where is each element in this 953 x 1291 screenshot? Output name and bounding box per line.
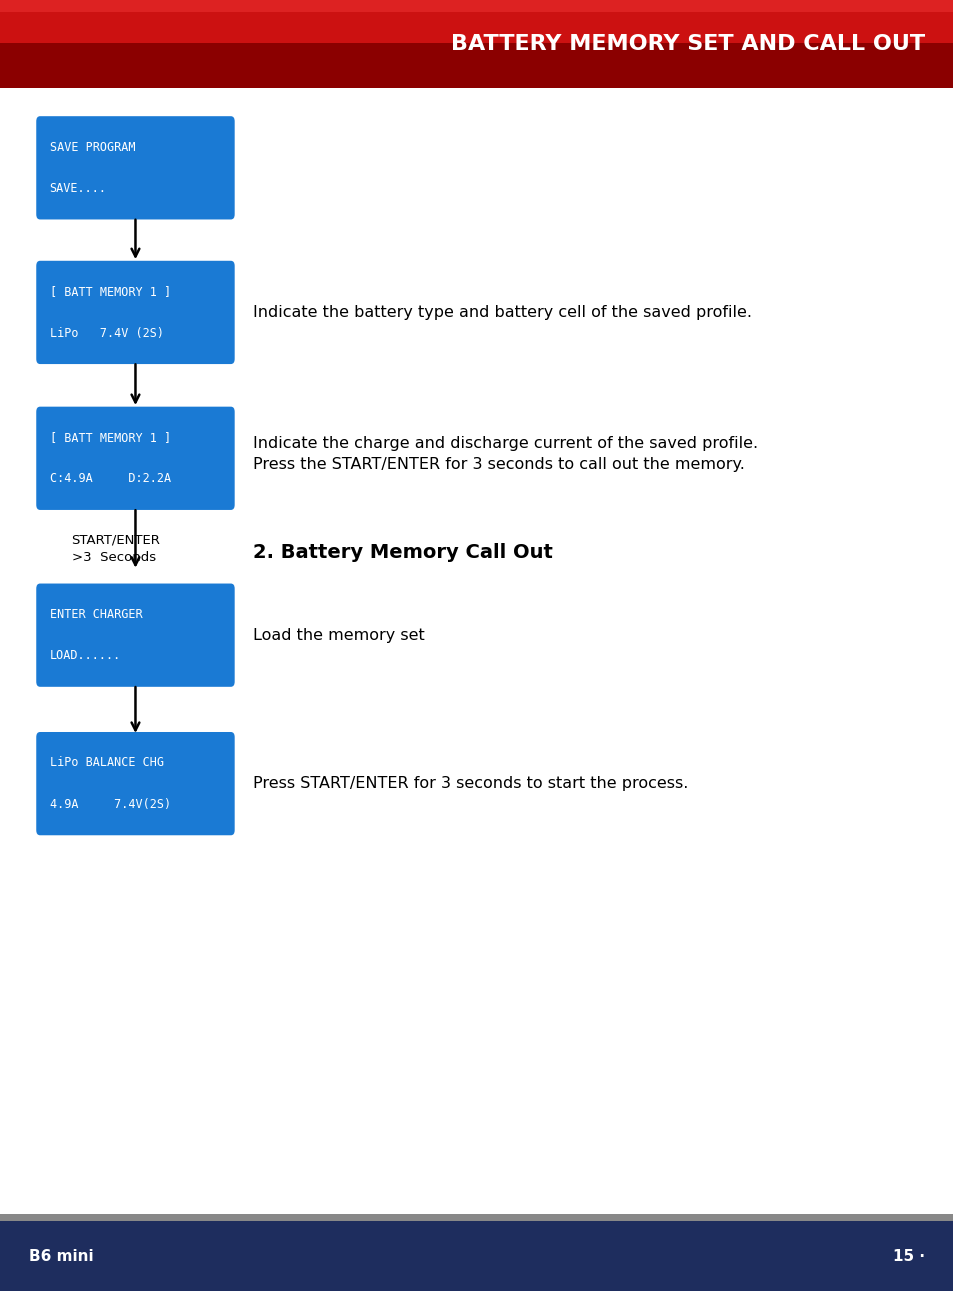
Text: BATTERY MEMORY SET AND CALL OUT: BATTERY MEMORY SET AND CALL OUT — [451, 34, 924, 54]
Text: [ BATT MEMORY 1 ]: [ BATT MEMORY 1 ] — [50, 285, 171, 298]
Text: [ BATT MEMORY 1 ]: [ BATT MEMORY 1 ] — [50, 431, 171, 444]
Text: START/ENTER
>3  Seconds: START/ENTER >3 Seconds — [71, 533, 160, 564]
Text: LiPo   7.4V (2S): LiPo 7.4V (2S) — [50, 327, 163, 340]
Text: 4.9A     7.4V(2S): 4.9A 7.4V(2S) — [50, 798, 171, 811]
FancyBboxPatch shape — [36, 116, 234, 219]
Bar — [0, 0, 953, 43]
Bar — [0, 0, 953, 88]
FancyBboxPatch shape — [36, 732, 234, 835]
Text: SAVE PROGRAM: SAVE PROGRAM — [50, 141, 135, 154]
Text: Indicate the battery type and battery cell of the saved profile.: Indicate the battery type and battery ce… — [253, 305, 751, 320]
Text: 2. Battery Memory Call Out: 2. Battery Memory Call Out — [253, 544, 552, 562]
FancyBboxPatch shape — [36, 584, 234, 687]
Text: Load the memory set: Load the memory set — [253, 627, 424, 643]
Bar — [0, 1214, 953, 1221]
Text: Press START/ENTER for 3 seconds to start the process.: Press START/ENTER for 3 seconds to start… — [253, 776, 687, 791]
Text: Indicate the charge and discharge current of the saved profile.
Press the START/: Indicate the charge and discharge curren… — [253, 436, 757, 473]
Text: SAVE....: SAVE.... — [50, 182, 107, 195]
FancyBboxPatch shape — [36, 407, 234, 510]
Bar — [0, 0, 953, 12]
FancyBboxPatch shape — [36, 261, 234, 364]
Text: LiPo BALANCE CHG: LiPo BALANCE CHG — [50, 757, 163, 769]
Text: ENTER CHARGER: ENTER CHARGER — [50, 608, 142, 621]
Bar — [0, 1221, 953, 1291]
Text: LOAD......: LOAD...... — [50, 649, 121, 662]
Text: C:4.9A     D:2.2A: C:4.9A D:2.2A — [50, 473, 171, 485]
Text: B6 mini: B6 mini — [29, 1248, 93, 1264]
Text: 15 ·: 15 · — [892, 1248, 924, 1264]
